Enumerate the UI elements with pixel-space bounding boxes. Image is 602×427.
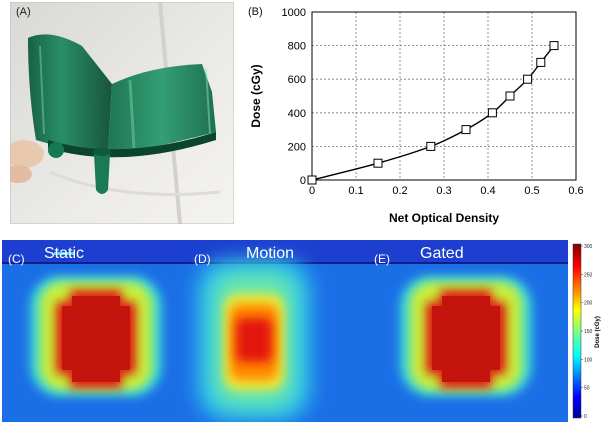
y-tick-label: 200 xyxy=(288,141,306,153)
colorbar-tick-label: 150 xyxy=(584,329,593,335)
dose-maps: (C) Static (D) Motion (E) Gated xyxy=(2,240,568,422)
x-axis-label: Net Optical Density xyxy=(389,211,499,225)
panel-d-title: Motion xyxy=(246,245,295,262)
x-axis-ticks: 0 0.1 0.2 0.3 0.4 0.5 0.6 xyxy=(309,185,584,197)
data-point-marker xyxy=(549,41,559,51)
colorbar-tick-label: 200 xyxy=(584,301,593,307)
data-point-marker xyxy=(487,108,497,118)
colorbar-label: Dose (cGy) xyxy=(595,316,601,348)
panel-c-title: Static xyxy=(44,245,85,262)
x-tick-label: 0.6 xyxy=(568,185,583,197)
dosimeter-photo xyxy=(10,2,234,224)
data-point-marker xyxy=(426,141,436,151)
x-tick-label: 0.5 xyxy=(524,185,539,197)
panel-d-label: (D) xyxy=(194,252,211,266)
y-tick-label: 400 xyxy=(288,108,306,120)
calibration-chart: 0 0.1 0.2 0.3 0.4 0.5 0.6 0 200 400 600 800 1000 Ne… xyxy=(249,7,584,225)
colorbar-tick-label: 50 xyxy=(584,386,590,392)
y-tick-label: 800 xyxy=(288,41,306,53)
y-tick-label: 600 xyxy=(288,74,306,86)
data-point-marker xyxy=(373,158,383,168)
y-tick-label: 0 xyxy=(300,175,306,187)
data-point-marker xyxy=(523,74,533,84)
chart-grid xyxy=(312,12,576,180)
dose-colorbar: 300 250 200 150 100 50 0 Dose (cGy) xyxy=(572,242,602,422)
x-tick-label: 0 xyxy=(309,185,315,197)
x-tick-label: 0.2 xyxy=(392,185,407,197)
colorbar-graphic: 300 250 200 150 100 50 0 Dose (cGy) xyxy=(572,243,601,420)
y-tick-label: 1000 xyxy=(282,7,306,19)
plot-frame xyxy=(311,11,577,181)
colorbar-tick-label: 0 xyxy=(584,414,587,420)
panel-b-chart: 0 0.1 0.2 0.3 0.4 0.5 0.6 0 200 400 600 800 1000 Ne… xyxy=(242,0,602,232)
colorbar-tick-label: 100 xyxy=(584,357,593,363)
x-tick-label: 0.3 xyxy=(436,185,451,197)
colorbar-tick-label: 300 xyxy=(584,244,593,250)
colorbar-ticks: 300 250 200 150 100 50 0 xyxy=(581,244,593,420)
y-axis-label: Dose (cGy) xyxy=(249,64,263,127)
y-axis-ticks: 0 200 400 600 800 1000 xyxy=(282,7,306,187)
static-dose-field xyxy=(30,276,162,396)
panel-e-label: (E) xyxy=(374,252,390,266)
data-point-marker xyxy=(461,125,471,135)
panel-e-title: Gated xyxy=(420,245,464,262)
x-tick-label: 0.4 xyxy=(480,185,495,197)
panel-a-label: (A) xyxy=(16,6,31,18)
gated-dose-field xyxy=(400,276,532,396)
data-point-marker xyxy=(307,175,317,185)
motion-dose-field xyxy=(198,260,310,420)
panel-b-label: (B) xyxy=(248,6,263,18)
data-point-marker xyxy=(536,57,546,67)
data-markers xyxy=(307,41,559,185)
panel-c-label: (C) xyxy=(8,252,25,266)
colorbar-tick-label: 250 xyxy=(584,272,593,278)
dose-map-images xyxy=(2,240,568,422)
x-tick-label: 0.1 xyxy=(348,185,363,197)
data-point-marker xyxy=(505,91,515,101)
panel-a-photo: (A) xyxy=(10,2,234,224)
